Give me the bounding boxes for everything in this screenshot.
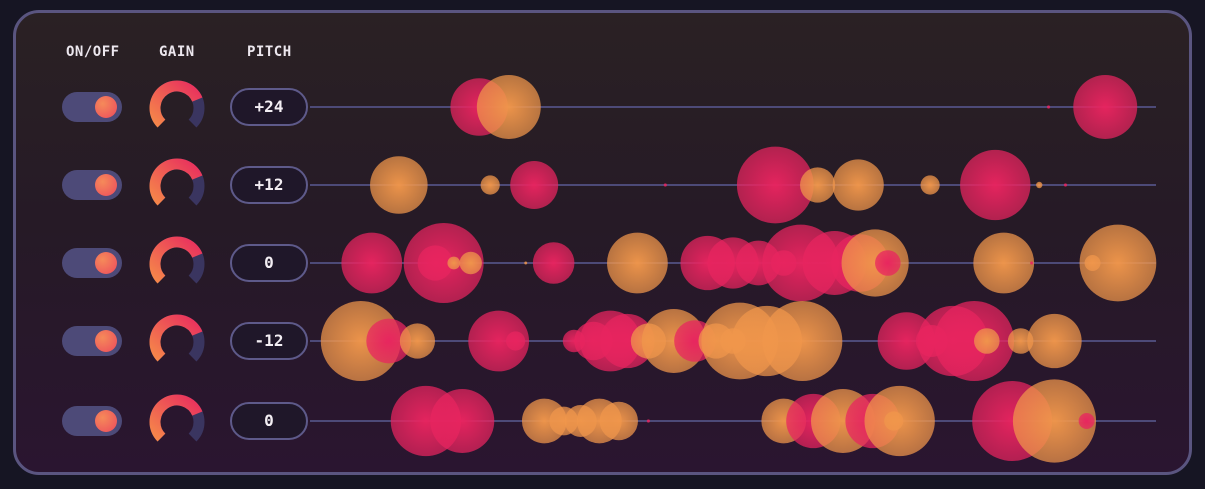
- gain-knob[interactable]: [147, 80, 207, 136]
- toggle-thumb: [95, 96, 117, 118]
- gain-knob[interactable]: [147, 158, 207, 214]
- header-on-off: ON/OFF: [66, 44, 120, 60]
- track-line: [310, 184, 1156, 186]
- track-toggle[interactable]: [62, 170, 122, 200]
- pitch-field[interactable]: +12: [230, 166, 308, 204]
- track-toggle[interactable]: [62, 326, 122, 356]
- gain-knob[interactable]: [147, 394, 207, 450]
- header-pitch: PITCH: [247, 44, 292, 60]
- track-line: [310, 262, 1156, 264]
- toggle-thumb: [95, 252, 117, 274]
- toggle-thumb: [95, 410, 117, 432]
- gain-knob[interactable]: [147, 236, 207, 292]
- toggle-thumb: [95, 330, 117, 352]
- track-row: -12: [16, 301, 1189, 381]
- sequencer-panel: ON/OFF GAIN PITCH +24 +12 0 -12 0: [13, 10, 1192, 475]
- gain-knob-level: [149, 80, 203, 128]
- gain-knob-level: [149, 314, 203, 362]
- gain-knob-level: [149, 158, 203, 206]
- gain-knob-level: [149, 236, 203, 284]
- track-row: +12: [16, 146, 1189, 224]
- pitch-field[interactable]: +24: [230, 88, 308, 126]
- gain-knob-level: [149, 394, 203, 442]
- track-toggle[interactable]: [62, 248, 122, 278]
- header-gain: GAIN: [159, 44, 195, 60]
- track-row: +24: [16, 75, 1189, 139]
- pitch-field[interactable]: -12: [230, 322, 308, 360]
- toggle-thumb: [95, 174, 117, 196]
- track-line: [310, 340, 1156, 342]
- track-toggle[interactable]: [62, 406, 122, 436]
- pitch-field[interactable]: 0: [230, 244, 308, 282]
- pitch-field[interactable]: 0: [230, 402, 308, 440]
- track-line: [310, 106, 1156, 108]
- track-row: 0: [16, 223, 1189, 303]
- track-line: [310, 420, 1156, 422]
- gain-knob[interactable]: [147, 314, 207, 370]
- track-toggle[interactable]: [62, 92, 122, 122]
- track-row: 0: [16, 379, 1189, 463]
